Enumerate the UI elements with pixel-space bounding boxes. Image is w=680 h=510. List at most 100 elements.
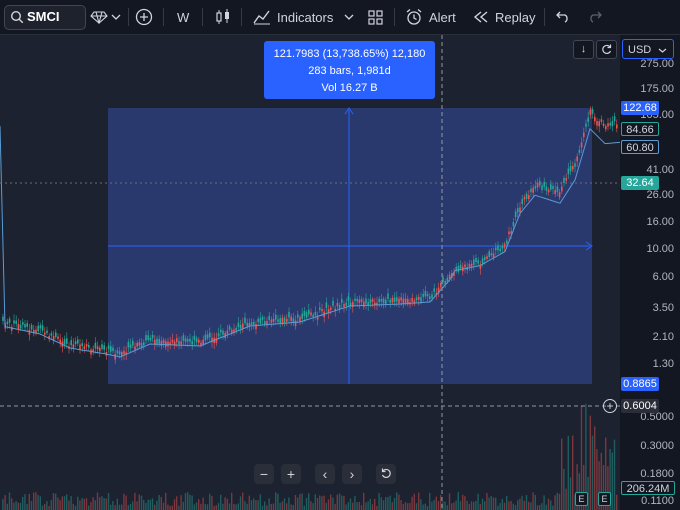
- candle: [195, 338, 198, 343]
- candle: [407, 299, 409, 305]
- candle: [187, 339, 189, 342]
- undo-button[interactable]: [556, 0, 570, 34]
- volume-bar: [319, 495, 321, 510]
- price-chart[interactable]: [0, 35, 620, 510]
- volume-bar: [510, 500, 512, 510]
- earnings-badge[interactable]: E: [575, 492, 588, 506]
- volume-bar: [206, 504, 209, 510]
- volume-bar: [519, 498, 521, 510]
- reset-chart-button[interactable]: [376, 464, 396, 484]
- candle: [239, 324, 242, 329]
- candle: [547, 189, 550, 193]
- toolbar-divider: [163, 8, 164, 26]
- alert-button[interactable]: Alert: [405, 0, 456, 34]
- volume-bar: [114, 505, 116, 510]
- volume-bar: [349, 498, 352, 510]
- candle: [167, 341, 169, 347]
- volume-bar: [28, 493, 30, 510]
- volume-bar: [374, 498, 376, 510]
- candle: [312, 314, 314, 318]
- volume-bar: [332, 497, 334, 510]
- symbol-search[interactable]: SMCI: [4, 5, 86, 30]
- candle: [235, 327, 237, 331]
- volume-bar: [497, 505, 499, 510]
- volume-bar: [444, 501, 446, 510]
- candle: [343, 303, 345, 308]
- candle: [517, 208, 519, 213]
- ma-price-tag: 60.80: [621, 140, 659, 154]
- volume-bar: [550, 500, 552, 510]
- candle: [209, 332, 211, 338]
- auto-scale-button[interactable]: [596, 40, 617, 59]
- volume-bar: [464, 496, 466, 510]
- chevron-down-icon: [344, 14, 354, 20]
- volume-bar: [605, 437, 607, 510]
- add-alert-button[interactable]: +: [603, 399, 617, 413]
- candle: [154, 339, 156, 345]
- candle: [182, 335, 185, 341]
- indicators-dropdown[interactable]: [344, 0, 354, 34]
- price-tick-label: 1.30: [652, 358, 674, 370]
- volume-bar: [611, 452, 613, 510]
- candle: [596, 120, 598, 126]
- interval-button[interactable]: W: [177, 9, 190, 25]
- candle: [206, 334, 209, 339]
- candle: [261, 316, 264, 320]
- volume-bar: [244, 501, 246, 510]
- volume-bar: [594, 426, 596, 510]
- volume-bar: [587, 476, 589, 510]
- candle: [325, 302, 328, 309]
- volume-bar: [118, 504, 121, 510]
- volume-bar: [55, 493, 57, 510]
- zoom-out-button[interactable]: −: [254, 464, 274, 484]
- price-tick-label: 2.10: [652, 331, 674, 343]
- symbol-type-button[interactable]: [90, 0, 121, 34]
- candle: [330, 307, 332, 311]
- zoom-in-button[interactable]: +: [281, 464, 301, 484]
- redo-button[interactable]: [588, 0, 602, 34]
- volume-bar: [501, 498, 503, 510]
- candle: [319, 307, 321, 310]
- scroll-right-button[interactable]: ›: [342, 464, 362, 484]
- volume-bar: [365, 502, 367, 510]
- candle: [279, 318, 281, 324]
- volume-bar: [30, 500, 33, 510]
- candle: [429, 296, 431, 299]
- earnings-badge[interactable]: E: [598, 492, 611, 506]
- currency-select[interactable]: USD: [622, 39, 674, 59]
- volume-bar: [145, 502, 147, 510]
- volume-bar: [37, 494, 39, 510]
- replay-button[interactable]: Replay: [473, 0, 535, 34]
- price-tick-label: 6.00: [652, 271, 674, 283]
- candle: [275, 314, 277, 320]
- volume-bar: [585, 404, 587, 510]
- volume-bar: [39, 496, 41, 510]
- candle: [83, 346, 86, 350]
- scroll-to-latest-button[interactable]: ↓: [573, 40, 594, 59]
- candle: [55, 332, 57, 337]
- chart-pane[interactable]: 121.7983 (13,738.65%) 12,180 283 bars, 1…: [0, 35, 620, 510]
- price-tick-label: 0.3000: [640, 440, 674, 452]
- volume-bar: [61, 496, 63, 510]
- volume-bar: [420, 499, 422, 510]
- candle: [420, 297, 422, 303]
- candle: [374, 302, 376, 306]
- volume-bar: [369, 498, 371, 510]
- volume-bar: [387, 497, 389, 510]
- compare-button[interactable]: [135, 0, 153, 34]
- candle: [17, 323, 20, 330]
- volume-bar: [462, 494, 464, 510]
- candle: [266, 320, 268, 326]
- candle: [204, 334, 207, 341]
- volume-bar: [127, 505, 129, 510]
- layouts-button[interactable]: [368, 0, 383, 34]
- candle: [277, 319, 279, 323]
- candle: [611, 121, 614, 127]
- volume-bar: [88, 505, 90, 510]
- chart-type-button[interactable]: [214, 0, 232, 34]
- indicators-button[interactable]: Indicators: [253, 0, 333, 34]
- candles-icon: [216, 9, 229, 24]
- replay-label: Replay: [495, 9, 536, 25]
- volume-bar: [123, 493, 125, 510]
- scroll-left-button[interactable]: ‹: [315, 464, 335, 484]
